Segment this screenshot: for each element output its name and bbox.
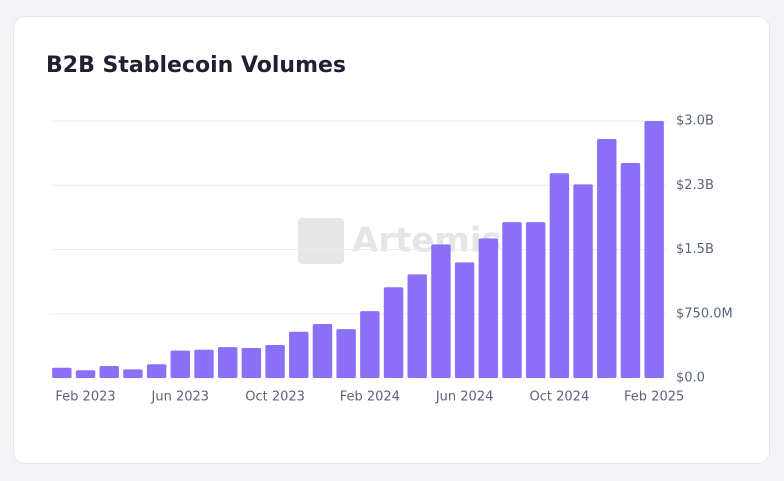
bar bbox=[170, 350, 191, 378]
bar bbox=[549, 173, 570, 378]
x-tick-label: Jun 2024 bbox=[435, 390, 494, 405]
bar bbox=[620, 162, 641, 378]
bar bbox=[75, 370, 96, 378]
x-tick-label: Feb 2025 bbox=[624, 390, 684, 405]
bar bbox=[289, 331, 309, 378]
bar bbox=[146, 364, 167, 378]
bar bbox=[454, 262, 475, 378]
bar bbox=[360, 311, 380, 378]
bar bbox=[525, 222, 546, 378]
bar bbox=[597, 138, 617, 378]
x-tick-label: Oct 2023 bbox=[245, 390, 305, 405]
y-tick-label: $750.0M bbox=[676, 306, 733, 321]
bar bbox=[194, 349, 214, 378]
y-tick-label: $1.5B bbox=[676, 242, 714, 257]
bar bbox=[99, 366, 119, 378]
watermark: Artemis bbox=[352, 221, 502, 261]
y-tick-label: $3.0B bbox=[676, 114, 714, 129]
bar bbox=[336, 329, 356, 378]
bar bbox=[265, 345, 285, 378]
x-tick-label: Jun 2023 bbox=[151, 390, 210, 405]
x-tick-label: Feb 2024 bbox=[340, 390, 400, 405]
chart-title: B2B Stablecoin Volumes bbox=[46, 53, 346, 78]
bar bbox=[312, 324, 333, 378]
x-tick-label: Feb 2023 bbox=[55, 390, 115, 405]
y-tick-label: $0.0 bbox=[676, 371, 705, 386]
bar bbox=[431, 244, 451, 378]
watermark-logo bbox=[298, 218, 344, 264]
bar bbox=[383, 287, 404, 378]
bar bbox=[478, 238, 499, 378]
card bbox=[13, 16, 770, 464]
bar bbox=[241, 348, 262, 378]
bar bbox=[407, 274, 427, 378]
bar bbox=[573, 184, 593, 378]
bar bbox=[644, 121, 664, 378]
x-tick-label: Oct 2024 bbox=[530, 390, 590, 405]
bar bbox=[52, 367, 72, 378]
bar bbox=[502, 222, 522, 378]
bar bbox=[123, 369, 143, 378]
bar bbox=[217, 347, 238, 378]
y-tick-label: $2.3B bbox=[676, 178, 714, 193]
